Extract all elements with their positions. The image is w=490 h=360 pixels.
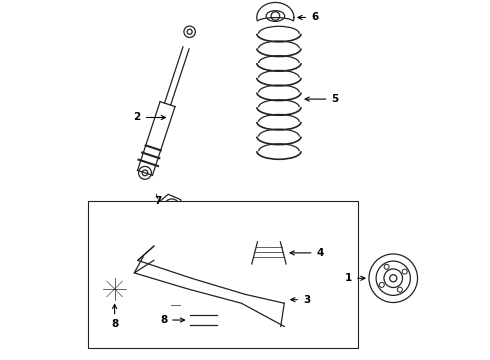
Bar — [88, 202, 358, 348]
Text: 8: 8 — [160, 315, 185, 325]
Text: 5: 5 — [305, 94, 339, 104]
Ellipse shape — [188, 315, 193, 325]
Text: 1: 1 — [345, 273, 365, 283]
Text: 3: 3 — [291, 295, 310, 305]
Text: 4: 4 — [290, 248, 324, 258]
Text: 2: 2 — [134, 112, 166, 122]
Text: 7: 7 — [154, 197, 161, 206]
Text: 8: 8 — [111, 305, 118, 329]
Ellipse shape — [215, 315, 220, 325]
Text: 6: 6 — [298, 13, 319, 22]
